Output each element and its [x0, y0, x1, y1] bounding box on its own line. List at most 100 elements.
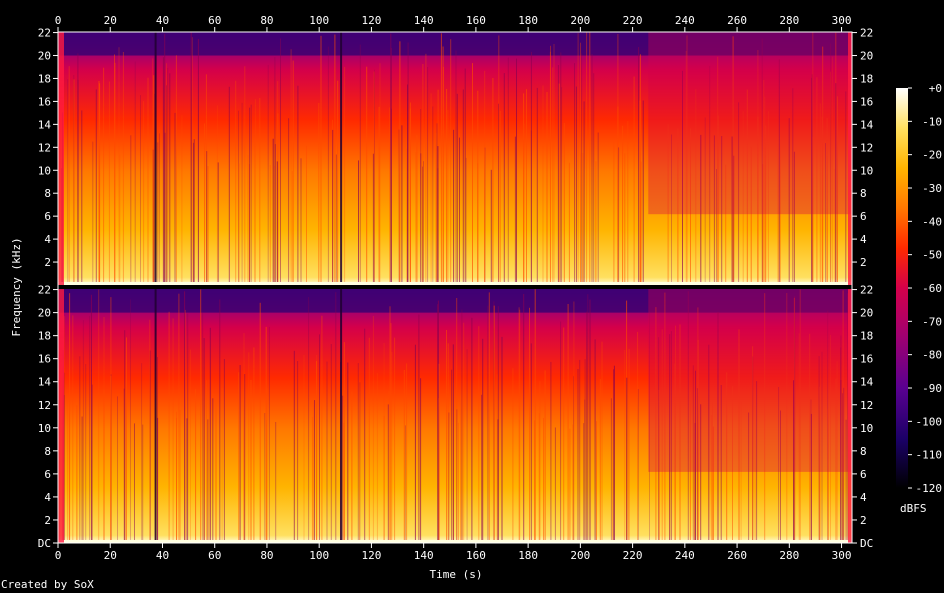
- y-tick-label-left: 10: [38, 422, 51, 435]
- y-tick-label-right: 8: [860, 187, 867, 200]
- y-tick-label-left: DC: [38, 537, 51, 550]
- y-tick-label-right: 18: [860, 72, 873, 85]
- colorbar-tick-label: -50: [922, 249, 942, 262]
- y-tick-label-left: 2: [44, 514, 51, 527]
- colorbar-tick-label: -10: [922, 115, 942, 128]
- x-tick-label-top: 180: [518, 14, 538, 27]
- x-tick-label-bottom: 200: [570, 549, 590, 562]
- y-tick-label-left: 22: [38, 27, 51, 40]
- colorbar-tick-label: -20: [922, 149, 942, 162]
- y-tick-label-left: 12: [38, 399, 51, 412]
- y-tick-label-left: 20: [38, 50, 51, 63]
- y-tick-label-right: 18: [860, 330, 873, 343]
- x-tick-label-top: 120: [361, 14, 381, 27]
- y-tick-label-left: 18: [38, 72, 51, 85]
- x-tick-label-bottom: 160: [466, 549, 486, 562]
- y-tick-label-right: 10: [860, 422, 873, 435]
- y-tick-label-right: 8: [860, 445, 867, 458]
- y-axis-label: Frequency (kHz): [10, 237, 23, 336]
- y-tick-label-left: 2: [44, 256, 51, 269]
- y-tick-label-right: 4: [860, 233, 867, 246]
- plot-frame: [57, 31, 853, 544]
- y-tick-label-right: 20: [860, 50, 873, 63]
- colorbar-tick-label: -110: [916, 449, 943, 462]
- y-tick-label-right: 2: [860, 256, 867, 269]
- y-tick-label-right: 22: [860, 27, 873, 40]
- y-tick-label-right: 6: [860, 210, 867, 223]
- x-tick-label-top: 40: [156, 14, 169, 27]
- y-tick-label-left: 4: [44, 491, 51, 504]
- x-tick-label-top: 60: [208, 14, 221, 27]
- colorbar-tick-label: -60: [922, 282, 942, 295]
- colorbar: +0 -10 -20 -30 -40 -50 -60 -70 -80 -90 -100 -110 -12…: [896, 82, 942, 515]
- x-tick-label-bottom: 60: [208, 549, 221, 562]
- x-tick-label-bottom: 240: [675, 549, 695, 562]
- spectrogram-channel-2: [58, 289, 852, 543]
- x-tick-label-top: 160: [466, 14, 486, 27]
- y-tick-label-left: 6: [44, 210, 51, 223]
- y-tick-label-left: 22: [38, 284, 51, 297]
- colorbar-label: dBFS: [900, 502, 927, 515]
- y-tick-label-left: 12: [38, 141, 51, 154]
- y-tick-label-left: 14: [38, 376, 52, 389]
- y-tick-label-left: 14: [38, 118, 52, 131]
- y-tick-label-left: 10: [38, 164, 51, 177]
- x-tick-label-bottom: 300: [832, 549, 852, 562]
- x-tick-label-bottom: 80: [260, 549, 273, 562]
- x-tick-label-bottom: 20: [104, 549, 117, 562]
- y-tick-label-left: 16: [38, 95, 51, 108]
- x-tick-label-top: 300: [832, 14, 852, 27]
- y-tick-label-right: 16: [860, 95, 873, 108]
- x-tick-label-bottom: 280: [779, 549, 799, 562]
- y-tick-label-left: 8: [44, 445, 51, 458]
- y-tick-label-left: 20: [38, 307, 51, 320]
- x-tick-label-bottom: 40: [156, 549, 169, 562]
- x-tick-label-top: 80: [260, 14, 273, 27]
- y-tick-label-left: 6: [44, 468, 51, 481]
- x-tick-label-top: 240: [675, 14, 695, 27]
- credit-text: Created by SoX: [1, 578, 94, 591]
- x-tick-label-bottom: 180: [518, 549, 538, 562]
- colorbar-tick-label: -100: [916, 415, 943, 428]
- x-tick-label-bottom: 220: [623, 549, 643, 562]
- colorbar-tick-label: +0: [929, 82, 942, 95]
- y-tick-label-right: 20: [860, 307, 873, 320]
- colorbar-scale: [896, 88, 908, 488]
- x-tick-label-top: 280: [779, 14, 799, 27]
- colorbar-tick-label: -90: [922, 382, 942, 395]
- y-tick-label-right: 16: [860, 353, 873, 366]
- y-tick-label-left: 16: [38, 353, 51, 366]
- y-tick-label-right: 22: [860, 284, 873, 297]
- y-tick-label-right: DC: [860, 537, 873, 550]
- y-tick-label-left: 4: [44, 233, 51, 246]
- x-tick-label-bottom: 260: [727, 549, 747, 562]
- x-tick-label-bottom: 100: [309, 549, 329, 562]
- colorbar-tick-label: -80: [922, 349, 942, 362]
- x-tick-label-top: 200: [570, 14, 590, 27]
- colorbar-tick-label: -40: [922, 215, 942, 228]
- x-tick-label-bottom: 120: [361, 549, 381, 562]
- x-tick-label-top: 220: [623, 14, 643, 27]
- y-tick-label-left: 18: [38, 330, 51, 343]
- y-tick-label-left: 8: [44, 187, 51, 200]
- colorbar-tick-label: -120: [916, 482, 943, 495]
- colorbar-tick-label: -30: [922, 182, 942, 195]
- y-tick-label-right: 12: [860, 399, 873, 412]
- x-tick-label-top: 140: [414, 14, 434, 27]
- x-tick-label-bottom: 0: [55, 549, 62, 562]
- y-tick-label-right: 6: [860, 468, 867, 481]
- y-tick-label-right: 4: [860, 491, 867, 504]
- y-tick-label-right: 14: [860, 376, 874, 389]
- x-tick-label-top: 20: [104, 14, 117, 27]
- x-tick-label-top: 0: [55, 14, 62, 27]
- x-tick-label-bottom: 140: [414, 549, 434, 562]
- y-tick-label-right: 2: [860, 514, 867, 527]
- y-tick-label-right: 12: [860, 141, 873, 154]
- x-tick-label-top: 260: [727, 14, 747, 27]
- x-tick-label-top: 100: [309, 14, 329, 27]
- spectrogram-channel-1: [58, 32, 852, 286]
- x-axis-label: Time (s): [430, 568, 483, 581]
- y-tick-label-right: 14: [860, 118, 874, 131]
- colorbar-tick-label: -70: [922, 315, 942, 328]
